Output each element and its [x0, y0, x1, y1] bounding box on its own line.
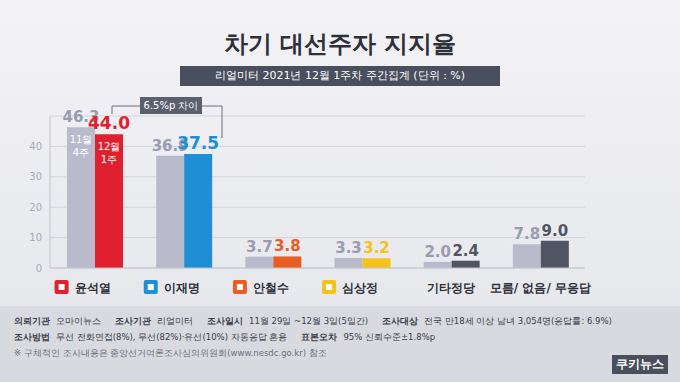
svg-text:36.9: 36.9 — [151, 136, 189, 155]
html-text:리얼미터: 리얼미터 — [157, 316, 193, 326]
html-text:※ 구체적인 조사내용은 중앙선거여론조사심의위원회(www: ※ 구체적인 조사내용은 중앙선거여론조사심의위원회(www.nesdc.go.… — [14, 348, 327, 358]
svg-text:2.0: 2.0 — [424, 243, 451, 261]
svg-text:44.0: 44.0 — [88, 113, 130, 133]
html-text:의뢰기관: 의뢰기관 — [14, 316, 50, 326]
html-text:차기 대선주자 지지율: 차기 대선주자 지지율 — [223, 30, 457, 58]
svg-text:46.3: 46.3 — [62, 108, 100, 127]
svg-text:9.0: 9.0 — [542, 222, 569, 240]
html-text:조사일시: 조사일시 — [207, 316, 243, 326]
svg-text:3.7: 3.7 — [246, 238, 273, 256]
svg-text:3.8: 3.8 — [274, 237, 301, 255]
svg-text:3.3: 3.3 — [335, 239, 362, 257]
html-text:전국 만18세 이상 남녀 3,054명(응답률: 6.9%: 전국 만18세 이상 남녀 3,054명(응답률: 6.9%) — [424, 316, 612, 326]
svg-text:37.5: 37.5 — [177, 133, 219, 153]
svg-text:안철수: 안철수 — [253, 281, 289, 295]
svg-text:기타정당: 기타정당 — [427, 281, 475, 295]
html-text:95% 신뢰수준±1.8%p: 95% 신뢰수준±1.8%p — [343, 332, 436, 342]
svg-text:11월4주: 11월4주 — [70, 134, 93, 158]
svg-text:40: 40 — [29, 141, 42, 152]
svg-text:윤석열: 윤석열 — [75, 281, 111, 295]
svg-text:30: 30 — [29, 171, 42, 182]
svg-text:7.8: 7.8 — [514, 225, 541, 243]
html-text:6.5%p 차이: 6.5%p 차이 — [143, 100, 199, 111]
html-text:쿠키뉴스: 쿠키뉴스 — [616, 357, 664, 371]
svg-text:10: 10 — [29, 232, 42, 243]
svg-text:0: 0 — [36, 263, 42, 274]
svg-text:이재명: 이재명 — [164, 281, 200, 295]
html-text:조사방법: 조사방법 — [14, 332, 50, 342]
html-text:리얼미터 2021년 12월 1주차 주간집계 (단위 :: 리얼미터 2021년 12월 1주차 주간집계 (단위 : %) — [214, 69, 466, 82]
html-text:11월 29일 ~12월 3일(5일간): 11월 29일 ~12월 3일(5일간) — [249, 316, 369, 326]
html-text:표본오차: 표본오차 — [301, 332, 338, 342]
html-text:조사대상: 조사대상 — [382, 316, 419, 326]
svg-text:3.2: 3.2 — [363, 239, 390, 257]
html-text:조사기관: 조사기관 — [115, 316, 151, 326]
svg-text:모름/ 없음/ 무응답: 모름/ 없음/ 무응답 — [490, 281, 591, 295]
html-text:무선 전화면접(8%), 무선(82%)·유선(10%) 자: 무선 전화면접(8%), 무선(82%)·유선(10%) 자동응답 혼용 — [56, 332, 288, 342]
svg-text:2.4: 2.4 — [452, 242, 479, 260]
svg-text:심상정: 심상정 — [342, 281, 378, 295]
svg-text:20: 20 — [29, 202, 42, 213]
svg-text:12월1주: 12월1주 — [98, 141, 121, 165]
html-text:오마이뉴스: 오마이뉴스 — [56, 316, 101, 326]
